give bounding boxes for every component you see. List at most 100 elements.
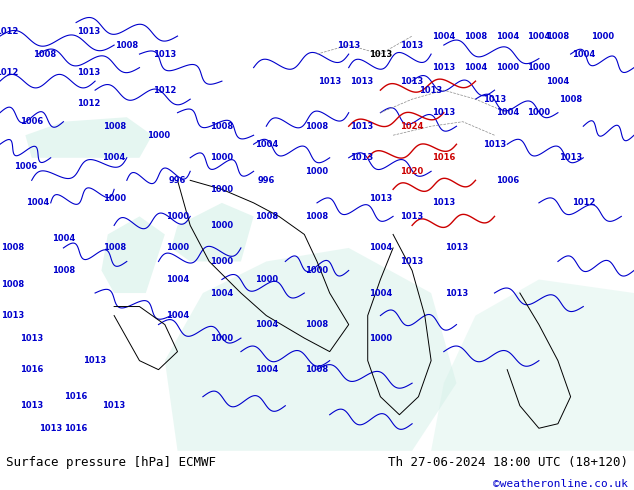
Text: 1000: 1000	[527, 63, 550, 72]
Text: 1004: 1004	[547, 76, 569, 86]
Text: 1013: 1013	[350, 122, 373, 131]
Text: 1000: 1000	[147, 131, 170, 140]
Text: 1012: 1012	[0, 27, 18, 36]
Text: Th 27-06-2024 18:00 UTC (18+120): Th 27-06-2024 18:00 UTC (18+120)	[387, 456, 628, 469]
Text: 1000: 1000	[210, 257, 233, 266]
Text: 1013: 1013	[318, 76, 341, 86]
Text: 1008: 1008	[559, 95, 582, 104]
Text: 1004: 1004	[255, 140, 278, 149]
Text: 1016: 1016	[20, 365, 43, 374]
Text: 1008: 1008	[547, 31, 569, 41]
Text: 1013: 1013	[350, 153, 373, 162]
Text: 1013: 1013	[20, 401, 43, 410]
Text: 1013: 1013	[445, 289, 468, 297]
Text: 1013: 1013	[445, 244, 468, 252]
Text: 1016: 1016	[432, 153, 455, 162]
Text: 1013: 1013	[432, 198, 455, 207]
Text: 1013: 1013	[369, 194, 392, 203]
Text: 1013: 1013	[369, 49, 392, 59]
Text: 1013: 1013	[337, 41, 360, 49]
Text: 1013: 1013	[39, 424, 62, 433]
Text: 1008: 1008	[306, 365, 328, 374]
Text: 1000: 1000	[369, 334, 392, 343]
Text: 1006: 1006	[20, 117, 43, 126]
Text: 1013: 1013	[1, 311, 24, 320]
Text: 1004: 1004	[369, 244, 392, 252]
Text: 1000: 1000	[210, 153, 233, 162]
Text: 1013: 1013	[483, 95, 506, 104]
Text: 1004: 1004	[527, 31, 550, 41]
Text: 1004: 1004	[496, 108, 519, 117]
Polygon shape	[101, 217, 165, 293]
Text: 1004: 1004	[572, 49, 595, 59]
Text: 1000: 1000	[210, 334, 233, 343]
Text: 1013: 1013	[432, 63, 455, 72]
Text: 1006: 1006	[496, 176, 519, 185]
Text: 1000: 1000	[306, 167, 328, 176]
Text: 1013: 1013	[483, 140, 506, 149]
Text: 1012: 1012	[153, 86, 176, 95]
Text: 1013: 1013	[401, 41, 424, 49]
Text: 1000: 1000	[527, 108, 550, 117]
Polygon shape	[171, 203, 254, 262]
Text: 1000: 1000	[306, 266, 328, 275]
Text: 1013: 1013	[401, 76, 424, 86]
Text: 1004: 1004	[103, 153, 126, 162]
Text: 1013: 1013	[153, 49, 176, 59]
Text: 1008: 1008	[52, 266, 75, 275]
Text: 1012: 1012	[572, 198, 595, 207]
Text: 1008: 1008	[306, 320, 328, 329]
Text: 1016: 1016	[65, 392, 87, 401]
Text: 1012: 1012	[77, 99, 100, 108]
Text: 1008: 1008	[210, 122, 233, 131]
Text: 1000: 1000	[255, 275, 278, 284]
Text: 1004: 1004	[166, 275, 189, 284]
Text: 1000: 1000	[166, 244, 189, 252]
Text: 1004: 1004	[166, 311, 189, 320]
Text: 1000: 1000	[591, 31, 614, 41]
Text: 1024: 1024	[401, 122, 424, 131]
Text: 1004: 1004	[369, 289, 392, 297]
Text: 1013: 1013	[20, 334, 43, 343]
Text: 1008: 1008	[115, 41, 138, 49]
Text: Surface pressure [hPa] ECMWF: Surface pressure [hPa] ECMWF	[6, 456, 216, 469]
Text: ©weatheronline.co.uk: ©weatheronline.co.uk	[493, 479, 628, 489]
Text: 1013: 1013	[77, 68, 100, 76]
Text: 1013: 1013	[401, 257, 424, 266]
Text: 1008: 1008	[1, 244, 24, 252]
Text: 1016: 1016	[65, 424, 87, 433]
Text: 1013: 1013	[559, 153, 582, 162]
Text: 1000: 1000	[166, 212, 189, 221]
Text: 996: 996	[169, 176, 186, 185]
Text: 1013: 1013	[432, 108, 455, 117]
Text: 1013: 1013	[103, 401, 126, 410]
Text: 1008: 1008	[103, 244, 126, 252]
Text: 1012: 1012	[0, 68, 18, 76]
Text: 1004: 1004	[255, 365, 278, 374]
Text: 1008: 1008	[1, 279, 24, 289]
Text: 1000: 1000	[210, 185, 233, 194]
Text: 1004: 1004	[27, 198, 49, 207]
Text: 1013: 1013	[84, 356, 107, 365]
Text: 1000: 1000	[496, 63, 519, 72]
Text: 1008: 1008	[306, 122, 328, 131]
Text: 1020: 1020	[401, 167, 424, 176]
Text: 1004: 1004	[52, 234, 75, 244]
Text: 1008: 1008	[255, 212, 278, 221]
Text: 1006: 1006	[14, 162, 37, 171]
Text: 1013: 1013	[401, 212, 424, 221]
Text: 1004: 1004	[432, 31, 455, 41]
Text: 1008: 1008	[33, 49, 56, 59]
Polygon shape	[431, 279, 634, 451]
Polygon shape	[165, 248, 456, 451]
Text: 1013: 1013	[77, 27, 100, 36]
Text: 1000: 1000	[103, 194, 126, 203]
Text: 996: 996	[257, 176, 275, 185]
Text: 1004: 1004	[464, 63, 487, 72]
Text: 1008: 1008	[306, 212, 328, 221]
Text: 1000: 1000	[210, 221, 233, 230]
Text: 1004: 1004	[210, 289, 233, 297]
Text: 1013: 1013	[420, 86, 443, 95]
Text: 1013: 1013	[350, 76, 373, 86]
Text: 1004: 1004	[496, 31, 519, 41]
